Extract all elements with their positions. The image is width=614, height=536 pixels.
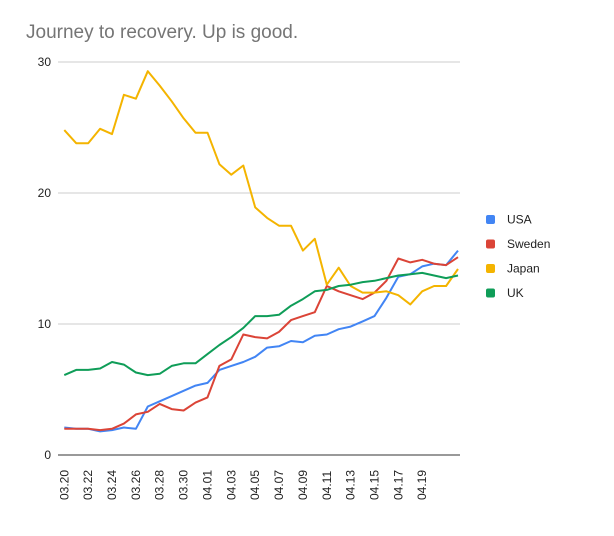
legend-label-usa: USA bbox=[507, 213, 532, 227]
series-line-sweden bbox=[64, 256, 459, 432]
series-line-uk bbox=[63, 271, 459, 377]
legend-swatch-usa bbox=[486, 215, 495, 224]
legend-swatch-uk bbox=[486, 288, 495, 298]
x-tick-label: 04.07 bbox=[272, 470, 286, 500]
x-tick-label: 03.28 bbox=[153, 470, 167, 500]
x-tick-label: 03.30 bbox=[177, 470, 191, 500]
x-tick-label: 03.26 bbox=[129, 470, 143, 500]
x-tick-label: 03.22 bbox=[81, 470, 95, 500]
x-tick-label: 04.01 bbox=[200, 470, 214, 500]
y-tick-label: 10 bbox=[38, 317, 52, 331]
chart-title: Journey to recovery. Up is good. bbox=[26, 22, 299, 43]
y-tick-label: 20 bbox=[38, 186, 52, 200]
x-tick-label: 04.05 bbox=[248, 470, 262, 500]
x-tick-label: 04.09 bbox=[296, 470, 310, 500]
legend-label-japan: Japan bbox=[507, 262, 540, 276]
y-tick-label: 30 bbox=[38, 55, 52, 69]
x-tick-label: 03.20 bbox=[57, 470, 71, 500]
x-tick-label: 04.19 bbox=[415, 470, 429, 500]
legend-swatch-japan bbox=[486, 264, 495, 273]
y-tick-label: 0 bbox=[44, 448, 51, 462]
x-tick-label: 03.24 bbox=[105, 470, 119, 500]
series-line-japan bbox=[63, 70, 459, 306]
series-line-usa bbox=[64, 249, 459, 433]
legend-label-uk: UK bbox=[507, 286, 524, 300]
legend-label-sweden: Sweden bbox=[507, 237, 550, 251]
x-tick-label: 04.17 bbox=[391, 470, 405, 500]
x-tick-label: 04.11 bbox=[320, 471, 334, 500]
legend-swatch-sweden bbox=[486, 239, 495, 249]
x-tick-label: 04.03 bbox=[224, 470, 238, 500]
x-tick-label: 04.15 bbox=[367, 470, 381, 500]
x-tick-label: 04.13 bbox=[344, 470, 358, 500]
